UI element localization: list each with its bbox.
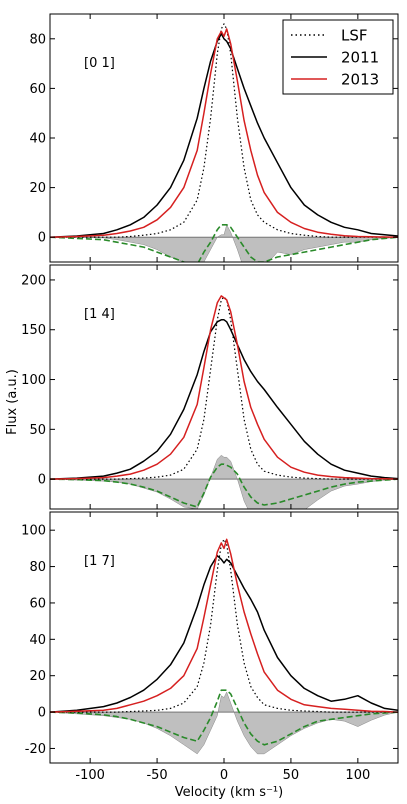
lsf-line	[50, 23, 398, 238]
legend: LSF 2011 2013	[282, 19, 394, 95]
difference-area	[50, 224, 398, 262]
x-tick-label: -50	[146, 768, 167, 783]
lsf-line	[50, 538, 398, 713]
x-tick-labels: -100 -50 0 50 100	[75, 768, 370, 783]
panel-1: 0 20 40 60 80 [0 1]	[29, 13, 399, 263]
panel-label: [0 1]	[84, 56, 115, 71]
y-tick-label: 20	[29, 669, 46, 684]
y-tick-label: 0	[38, 706, 46, 721]
panel-label: [1 4]	[84, 307, 115, 322]
line-2013	[50, 28, 398, 238]
plot-area	[50, 23, 398, 262]
y-tick-label: 60	[29, 596, 46, 611]
panel-3: -20 0 20 40 60 80 100 [1 7]	[21, 511, 399, 764]
y-axis-label: Flux (a.u.)	[5, 369, 20, 435]
y-tick-label: 50	[29, 423, 46, 438]
line-2011	[50, 33, 398, 238]
panels-group: 0 20 40 60 80 [0 1] 0 50 100 150 200 [1 4] -20 0 20 40 6…	[21, 13, 399, 764]
y-tick-label: 40	[29, 132, 46, 147]
y-tick-label: 0	[38, 231, 46, 246]
y-tick-label: 100	[21, 373, 46, 388]
y-tick-label: 150	[21, 323, 46, 338]
x-tick-label: 0	[220, 768, 228, 783]
line-2013	[50, 295, 398, 480]
legend-entry: 2013	[341, 71, 379, 89]
model-line	[50, 224, 398, 262]
x-tick-label: -100	[75, 768, 105, 783]
difference-area	[50, 454, 398, 509]
panel-label: [1 7]	[84, 554, 115, 569]
panel-2: 0 50 100 150 200 [1 4]	[21, 264, 399, 510]
difference-area	[50, 691, 398, 755]
y-tick-label: -20	[25, 742, 46, 757]
plot-area	[50, 538, 398, 755]
y-tick-label: 60	[29, 82, 46, 97]
y-tick-label: 40	[29, 633, 46, 648]
model-line	[50, 689, 398, 746]
panel-frame	[49, 511, 399, 764]
x-tick-label: 50	[283, 768, 300, 783]
y-tick-label: 100	[21, 524, 46, 539]
x-axis-label: Velocity (km s⁻¹)	[175, 785, 283, 800]
legend-entry: 2011	[341, 49, 379, 67]
y-tick-label: 80	[29, 32, 46, 47]
model-line	[50, 463, 398, 508]
line-2011	[50, 319, 398, 480]
plot-area	[50, 295, 398, 509]
y-tick-label: 80	[29, 560, 46, 575]
y-tick-label: 20	[29, 181, 46, 196]
line-2011	[50, 554, 398, 713]
y-tick-label: 0	[38, 473, 46, 488]
legend-entry: LSF	[341, 27, 368, 45]
y-tick-label: 200	[21, 273, 46, 288]
x-tick-label: 100	[345, 768, 370, 783]
lsf-line	[50, 296, 398, 480]
line-2013	[50, 538, 398, 713]
